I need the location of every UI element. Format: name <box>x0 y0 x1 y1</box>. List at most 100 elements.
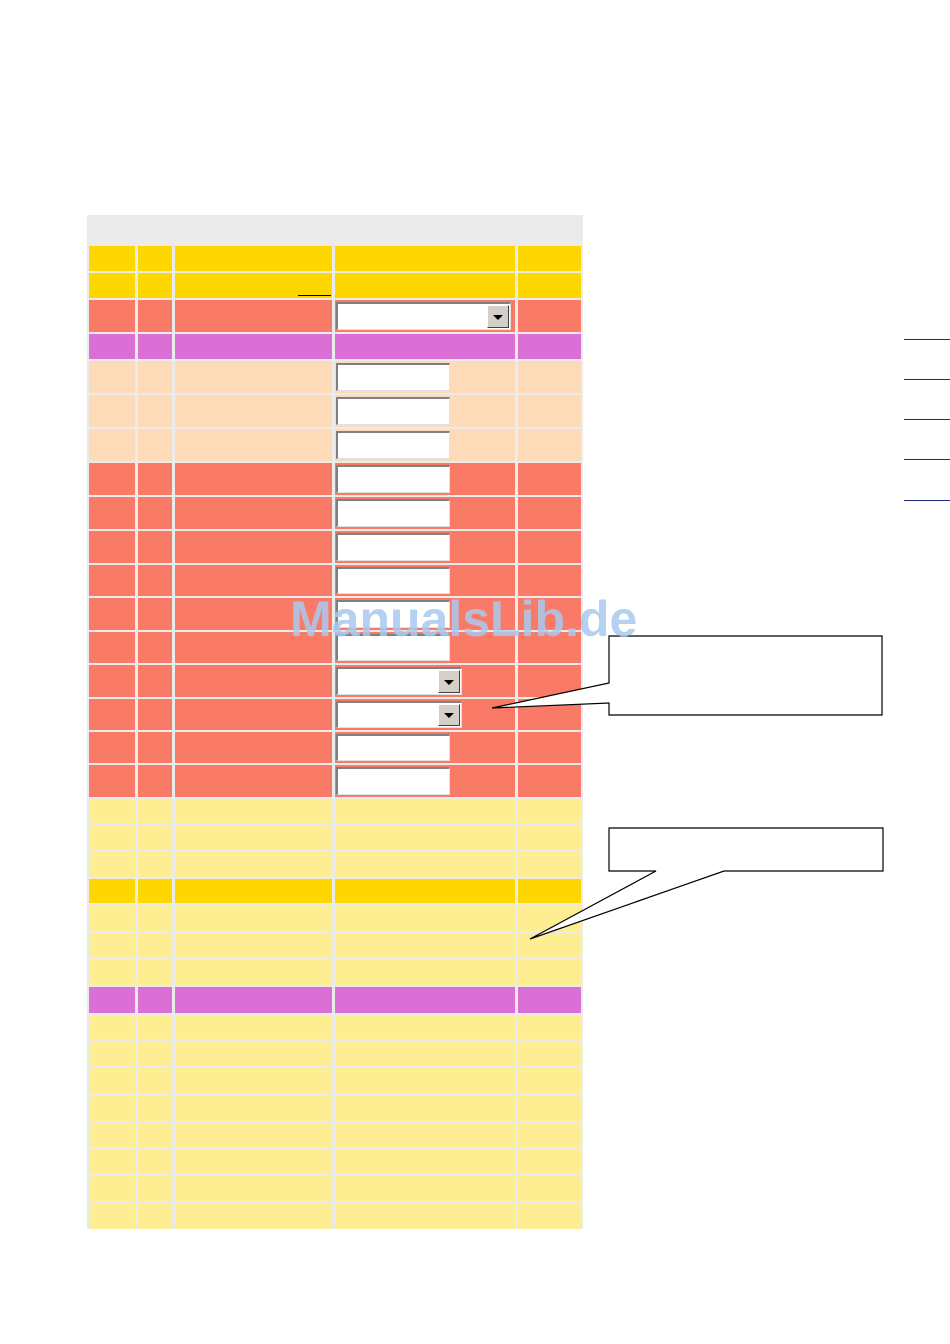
table-cell-2 <box>138 1068 172 1094</box>
text-input[interactable] <box>336 465 450 493</box>
table-cell-5 <box>518 463 581 495</box>
table-row <box>87 1147 583 1174</box>
row-underline <box>298 295 331 296</box>
table-row <box>87 461 583 495</box>
table-cell-2 <box>138 1176 172 1201</box>
table-cell-4 <box>335 334 515 359</box>
chevron-down-icon[interactable] <box>487 305 509 328</box>
table-cell-2 <box>138 361 172 393</box>
table-cell-5 <box>518 273 581 298</box>
table-cell-3 <box>175 960 332 985</box>
table-cell-1 <box>89 1015 135 1039</box>
dropdown-select[interactable] <box>336 667 462 695</box>
callout-lower <box>529 827 884 940</box>
table-row <box>87 393 583 427</box>
table-cell-5 <box>518 395 581 427</box>
table-row <box>87 730 583 763</box>
text-input[interactable] <box>336 567 450 594</box>
table-cell-1 <box>89 987 135 1013</box>
table-row <box>87 1039 583 1066</box>
table-row <box>87 931 583 958</box>
table-cell-1 <box>89 799 135 823</box>
side-link-1[interactable] <box>904 339 950 340</box>
table-row <box>87 823 583 850</box>
table-cell-3 <box>175 665 332 697</box>
table-cell-1 <box>89 1176 135 1201</box>
table-cell-5 <box>518 429 581 461</box>
table-cell-5 <box>518 1176 581 1201</box>
text-input[interactable] <box>336 734 450 761</box>
table-cell-3 <box>175 1041 332 1066</box>
table-cell-2 <box>138 699 172 730</box>
table-cell-3 <box>175 765 332 797</box>
table-row <box>87 697 583 730</box>
text-input[interactable] <box>336 767 450 795</box>
table-cell-2 <box>138 463 172 495</box>
table-row <box>87 903 583 931</box>
table-cell-5 <box>518 361 581 393</box>
table-cell-5 <box>518 497 581 529</box>
table-cell-3 <box>175 395 332 427</box>
text-input[interactable] <box>336 499 450 527</box>
table-cell-4 <box>335 1149 515 1174</box>
table-cell-3 <box>175 300 332 332</box>
table-cell-1 <box>89 1123 135 1147</box>
table-row <box>87 1201 583 1229</box>
text-input[interactable] <box>336 363 450 391</box>
table-cell-1 <box>89 531 135 563</box>
table-cell-2 <box>138 246 172 271</box>
table-cell-1 <box>89 1068 135 1094</box>
table-row <box>87 630 583 663</box>
table-cell-4 <box>335 933 515 958</box>
table-cell-1 <box>89 933 135 958</box>
chevron-down-icon[interactable] <box>438 670 460 693</box>
table-cell-3 <box>175 699 332 730</box>
side-link-4[interactable] <box>904 459 950 460</box>
table-cell-3 <box>175 1123 332 1147</box>
dropdown-select-wide[interactable] <box>336 302 511 330</box>
table-cell-1 <box>89 217 135 244</box>
table-row <box>87 215 583 244</box>
table-cell-3 <box>175 879 332 903</box>
table-cell-5 <box>518 1015 581 1039</box>
table-cell-5 <box>518 1041 581 1066</box>
table-row <box>87 1174 583 1201</box>
table-cell-1 <box>89 665 135 697</box>
table-cell-2 <box>138 960 172 985</box>
table-cell-3 <box>175 429 332 461</box>
text-input[interactable] <box>336 431 450 459</box>
table-row <box>87 1013 583 1039</box>
table-cell-1 <box>89 463 135 495</box>
table-cell-3 <box>175 852 332 877</box>
text-input[interactable] <box>336 600 450 628</box>
table-cell-4 <box>335 1068 515 1094</box>
table-cell-5 <box>518 565 581 596</box>
table-cell-5 <box>518 531 581 563</box>
table-row <box>87 298 583 332</box>
side-link-2[interactable] <box>904 379 950 380</box>
table-cell-5 <box>518 1203 581 1229</box>
table-cell-1 <box>89 960 135 985</box>
table-cell-5 <box>518 334 581 359</box>
table-cell-4 <box>335 825 515 850</box>
table-cell-5 <box>518 598 581 630</box>
table-cell-4 <box>335 1203 515 1229</box>
chevron-down-icon[interactable] <box>438 704 460 726</box>
table-cell-2 <box>138 273 172 298</box>
table-cell-2 <box>138 933 172 958</box>
side-link-5[interactable] <box>904 500 950 501</box>
table-cell-2 <box>138 1015 172 1039</box>
dropdown-select[interactable] <box>336 701 462 728</box>
table-cell-1 <box>89 334 135 359</box>
table-cell-1 <box>89 825 135 850</box>
table-cell-4 <box>335 246 515 271</box>
table-cell-5 <box>518 300 581 332</box>
callout-upper <box>491 635 883 716</box>
table-cell-3 <box>175 273 332 298</box>
text-input[interactable] <box>336 533 450 561</box>
text-input[interactable] <box>336 397 450 425</box>
side-link-3[interactable] <box>904 419 950 420</box>
table-cell-1 <box>89 395 135 427</box>
text-input[interactable] <box>336 634 450 661</box>
